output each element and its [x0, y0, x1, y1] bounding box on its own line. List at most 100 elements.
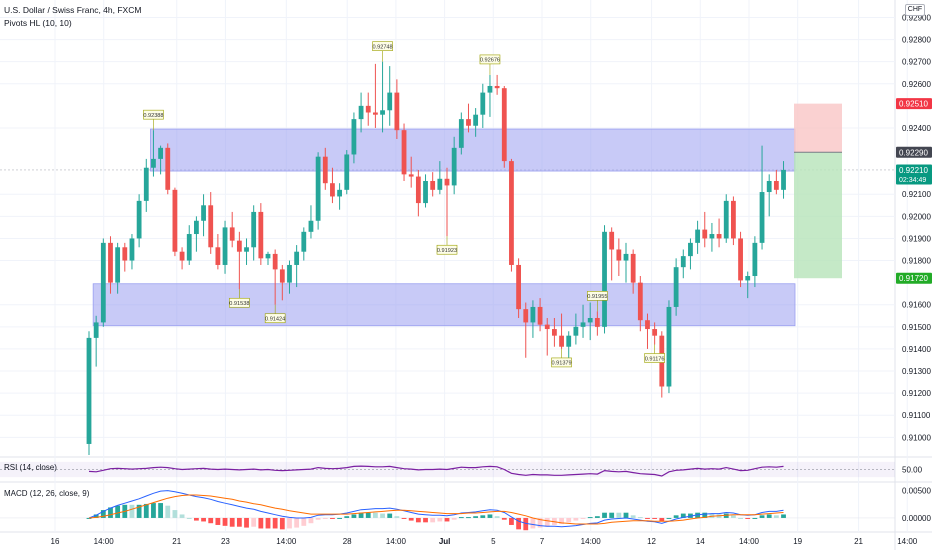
candle-body	[630, 253, 636, 283]
candle-body	[437, 178, 443, 190]
price-axis-tag	[896, 98, 932, 110]
price-axis-tag-text: 0.92210	[899, 166, 928, 175]
y-tick-label: 0.92600	[902, 80, 931, 89]
macd-histogram-bar	[731, 515, 736, 518]
candle-body	[93, 322, 99, 338]
pivot-label: 0.91923	[437, 248, 457, 254]
time-axis[interactable]: 16 14:00 21 23 14:00 28 14:00 Jul 5 7 14:00 12 14 14:…	[51, 537, 932, 546]
candle-body	[623, 253, 629, 261]
price-axis[interactable]: 0.92900 0.92800 0.92700 0.92600 0.92400 0.921…	[902, 13, 931, 442]
macd-histogram-bar	[322, 517, 328, 519]
candle-body	[494, 85, 500, 89]
macd-histogram-bar	[487, 514, 493, 518]
macd-histogram-bar	[501, 517, 507, 520]
macd-histogram-bar	[688, 513, 693, 518]
macd-histogram-bar	[673, 515, 679, 518]
candle-body	[616, 249, 622, 261]
candle-body	[158, 147, 163, 159]
macd-histogram-bar	[666, 517, 672, 519]
y-tick-label: 0.92900	[902, 13, 931, 22]
candle-body	[208, 205, 214, 248]
candle-body	[415, 176, 421, 204]
candle-body	[666, 306, 672, 387]
candle-body	[201, 205, 206, 221]
candle-body	[165, 147, 171, 190]
candle-body	[179, 251, 185, 261]
candle-body	[394, 92, 400, 131]
pivot-box	[264, 313, 286, 324]
candle-body	[580, 322, 586, 327]
macd-histogram-bar	[695, 512, 700, 518]
macd-histogram-bar	[365, 512, 371, 518]
symbol-title[interactable]: U.S. Dollar / Swiss Franc, 4h, FXCM	[4, 5, 142, 15]
candle-body	[781, 169, 786, 190]
macd-histogram-bar	[208, 517, 214, 524]
candle-body	[265, 253, 271, 259]
candle-body	[523, 309, 529, 323]
candle-body	[752, 242, 758, 277]
price-axis-tag	[896, 146, 932, 158]
macd-histogram-bar	[709, 513, 715, 518]
candle-body	[773, 180, 779, 190]
y-tick-label: 0.92000	[902, 212, 931, 221]
macd-line	[88, 490, 784, 528]
candle-body	[294, 251, 300, 265]
sr-zone	[150, 128, 796, 172]
pivot-label: 0.91955	[587, 294, 607, 300]
macd-histogram-bar	[587, 517, 593, 519]
candle-body	[695, 229, 700, 243]
rsi-line	[88, 465, 784, 477]
macd-histogram-bar	[143, 503, 149, 518]
macd-histogram-bar	[258, 517, 264, 529]
candle-body	[229, 227, 235, 241]
candle-body	[652, 329, 658, 336]
candle-body	[236, 240, 242, 252]
price-axis-labels: 0.92510 0.92290 0.92210 02:34:49 0.91720	[896, 98, 932, 284]
candle-body	[458, 119, 464, 148]
rsi-label[interactable]: RSI (14, close)	[4, 463, 57, 472]
y-tick-label: 0.92700	[902, 58, 931, 67]
macd-histogram-bar	[544, 517, 550, 527]
x-tick-label: 21	[172, 537, 181, 546]
pivot-label: 0.91538	[229, 301, 249, 307]
macd-histogram-bar	[594, 516, 600, 518]
macd-histogram-bar	[179, 514, 185, 518]
x-tick-label: 23	[221, 537, 230, 546]
macd-histogram-bar	[251, 517, 257, 527]
macd-histogram-bar	[387, 513, 393, 518]
position-tool[interactable]	[794, 103, 842, 279]
candle-body	[509, 161, 514, 265]
pivot-box	[587, 291, 608, 301]
pivot-label: 0.92748	[372, 44, 392, 50]
signal-line	[88, 494, 784, 525]
candle-body	[466, 119, 471, 126]
macd-histogram-bar	[781, 514, 786, 518]
candle-body	[100, 242, 106, 323]
macd-histogram-bar	[380, 513, 385, 518]
pivot-box	[479, 54, 501, 65]
countdown-text: 02:34:49	[899, 177, 926, 184]
macd-histogram-bar	[616, 512, 622, 518]
macd-histogram-bar	[580, 517, 586, 519]
candle-body	[358, 105, 364, 120]
candle-body	[244, 247, 249, 252]
candle-body	[308, 220, 314, 232]
macd-histogram-bar	[136, 504, 142, 518]
macd-histogram-bar	[358, 512, 364, 518]
price-axis-tag	[896, 272, 932, 284]
candle-body	[473, 114, 479, 126]
x-tick-label: 28	[343, 537, 352, 546]
indicator-title[interactable]: Pivots HL (10, 10)	[4, 18, 72, 28]
y-tick-label: 0.91300	[902, 367, 931, 376]
macd-label[interactable]: MACD (12, 26, close, 9)	[4, 489, 90, 498]
macd-histogram-bar	[680, 513, 686, 518]
candle-body	[688, 242, 693, 257]
stop-loss-zone	[794, 103, 842, 153]
macd-histogram-bar	[315, 517, 321, 520]
macd-histogram-bar	[229, 517, 235, 527]
macd-histogram-bar	[509, 517, 514, 525]
candle-body	[322, 156, 328, 184]
macd-histogram-bar	[337, 517, 342, 519]
currency-button[interactable]: CHF	[905, 4, 925, 16]
